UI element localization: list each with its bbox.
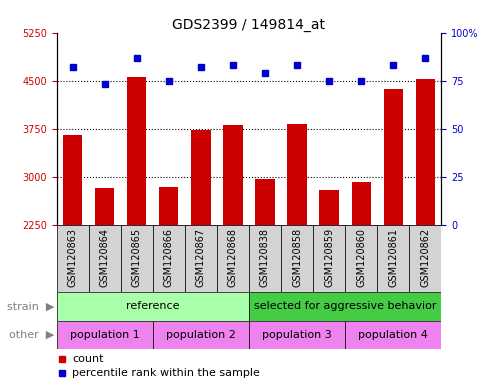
Bar [352, 182, 371, 225]
Bar [57, 321, 153, 349]
Title: GDS2399 / 149814_at: GDS2399 / 149814_at [173, 18, 325, 31]
Text: GSM120865: GSM120865 [132, 228, 142, 287]
Text: population 2: population 2 [166, 330, 236, 340]
Text: strain  ▶: strain ▶ [7, 301, 54, 311]
Bar [255, 179, 275, 225]
Text: population 3: population 3 [262, 330, 332, 340]
Bar [121, 225, 153, 292]
Bar [281, 225, 313, 292]
Text: selected for aggressive behavior: selected for aggressive behavior [254, 301, 436, 311]
Text: GSM120864: GSM120864 [100, 228, 110, 287]
Bar [249, 292, 441, 321]
Text: population 1: population 1 [70, 330, 140, 340]
Text: reference: reference [126, 301, 179, 311]
Text: population 4: population 4 [358, 330, 428, 340]
Bar [153, 225, 185, 292]
Bar [63, 135, 82, 225]
Text: percentile rank within the sample: percentile rank within the sample [72, 368, 260, 378]
Text: count: count [72, 354, 104, 364]
Bar [249, 225, 281, 292]
Bar [416, 79, 435, 225]
Bar [95, 187, 114, 225]
Text: GSM120862: GSM120862 [420, 228, 430, 287]
Bar [127, 77, 146, 225]
Bar [159, 187, 178, 225]
Text: GSM120866: GSM120866 [164, 228, 174, 287]
Bar [89, 225, 121, 292]
Bar [319, 190, 339, 225]
Bar [185, 225, 217, 292]
Bar [223, 126, 243, 225]
Text: GSM120858: GSM120858 [292, 228, 302, 287]
Bar [287, 124, 307, 225]
Bar [191, 130, 211, 225]
Text: GSM120867: GSM120867 [196, 228, 206, 287]
Bar [57, 225, 89, 292]
Bar [409, 225, 441, 292]
Bar [384, 89, 403, 225]
Text: GSM120861: GSM120861 [388, 228, 398, 287]
Bar [345, 225, 377, 292]
Bar [57, 292, 249, 321]
Bar [313, 225, 345, 292]
Text: GSM120868: GSM120868 [228, 228, 238, 287]
Text: GSM120863: GSM120863 [68, 228, 78, 287]
Bar [345, 321, 441, 349]
Text: GSM120838: GSM120838 [260, 228, 270, 287]
Bar [377, 225, 409, 292]
Text: other  ▶: other ▶ [9, 330, 54, 340]
Text: GSM120860: GSM120860 [356, 228, 366, 287]
Bar [249, 321, 345, 349]
Text: GSM120859: GSM120859 [324, 228, 334, 287]
Bar [153, 321, 249, 349]
Bar [217, 225, 249, 292]
